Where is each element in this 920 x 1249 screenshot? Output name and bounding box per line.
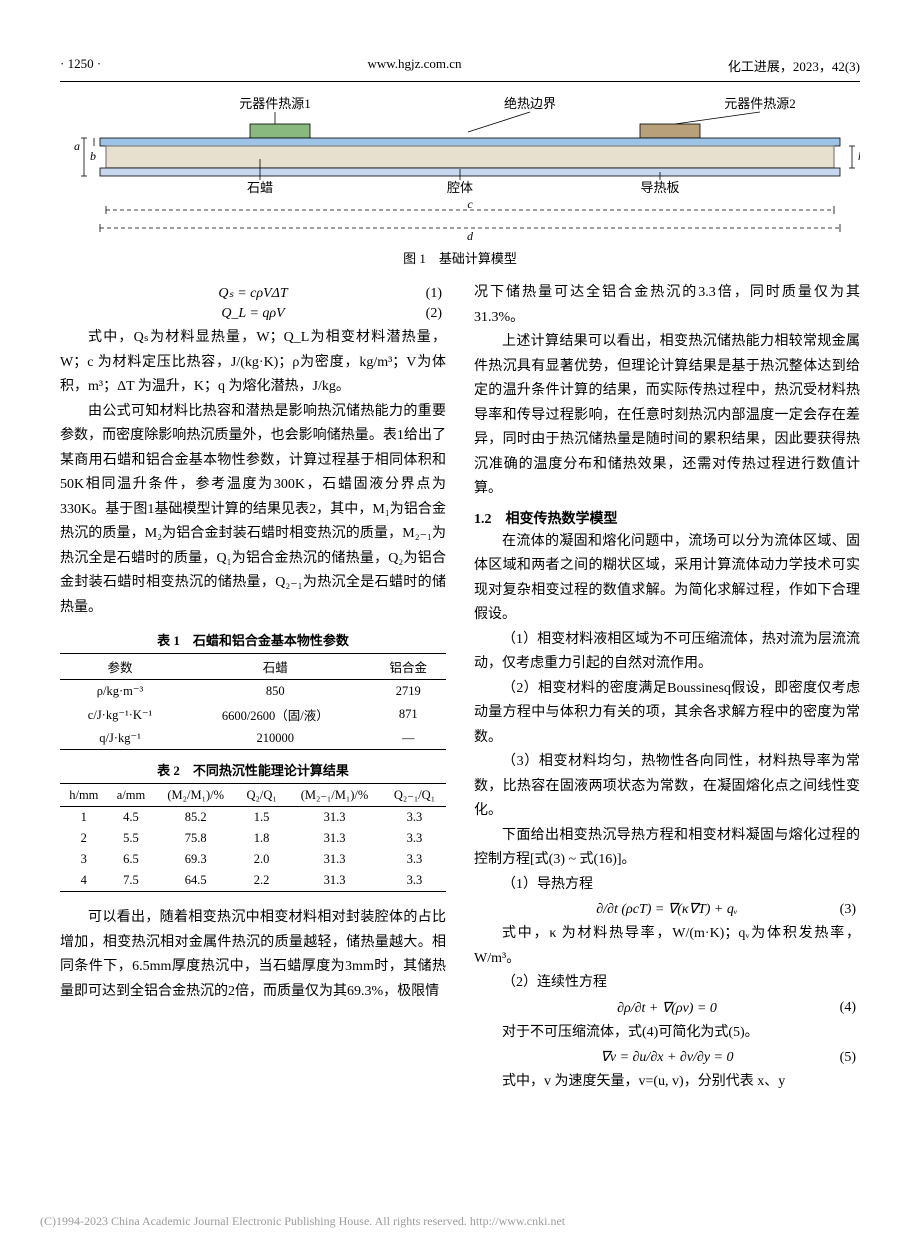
table-cell: 4.5 (108, 807, 155, 829)
table-cell: 1.8 (237, 828, 286, 849)
table-cell: 1.5 (237, 807, 286, 829)
table-cell: 6600/2600（固/液） (180, 702, 371, 727)
table-cell: 7.5 (108, 870, 155, 892)
eq1-num: (1) (426, 286, 442, 302)
table-header: h/mm (60, 784, 108, 807)
table-cell: c/J·kg⁻¹·K⁻¹ (60, 702, 180, 727)
table-cell: 5.5 (108, 828, 155, 849)
left-para-2: 由公式可知材料比热容和潜热是影响热沉储热能力的重要参数，而密度除影响热沉质量外，… (60, 400, 446, 621)
svg-text:腔体: 腔体 (447, 180, 473, 195)
right-para-2: 上述计算结果可以看出，相变热沉储热能力相较常规金属件热沉具有显著优势，但理论计算… (474, 330, 860, 502)
table-2-title: 表 2 不同热沉性能理论计算结果 (60, 760, 446, 779)
table-cell: 64.5 (154, 870, 237, 892)
right-para-7: 下面给出相变热沉导热方程和相变材料凝固与熔化过程的控制方程[式(3) ~ 式(1… (474, 824, 860, 873)
fig-label-hs2: 元器件热源2 (724, 96, 796, 111)
table-cell: 31.3 (286, 849, 383, 870)
right-para-3: 在流体的凝固和熔化问题中，流场可以分为流体区域、固体区域和两者之间的糊状区域，采… (474, 530, 860, 628)
table-cell: — (371, 727, 446, 750)
eq5-num: (5) (840, 1050, 856, 1066)
equation-5: ∇v = ∂u/∂x + ∂v/∂y = 0 (5) (474, 1049, 860, 1066)
table-cell: 4 (60, 870, 108, 892)
table-header: a/mm (108, 784, 155, 807)
svg-text:c: c (467, 197, 473, 211)
equation-3: ∂/∂t (ρcT) = ∇(κ∇T) + qᵥ (3) (474, 901, 860, 918)
t1-h1: 石蜡 (180, 654, 371, 680)
table-cell: 3.3 (383, 870, 446, 892)
t1-h2: 铝合金 (371, 654, 446, 680)
right-para-1: 况下储热量可达全铝合金热沉的3.3倍，同时质量仅为其31.3%。 (474, 281, 860, 330)
section-1-2-heading: 1.2 相变传热数学模型 (474, 508, 860, 528)
two-column-body: Qₛ = cρVΔT (1) Q_L = qρV (2) 式中，Qₛ为材料显热量… (60, 281, 860, 1095)
table-cell: 2719 (371, 680, 446, 703)
table-1-title: 表 1 石蜡和铝合金基本物性参数 (60, 630, 446, 649)
svg-text:a: a (74, 139, 80, 153)
right-para-5: （2）相变材料的密度满足Boussinesq假设，即密度仅考虑动量方程中与体积力… (474, 677, 860, 751)
table-cell: 850 (180, 680, 371, 703)
table-cell: ρ/kg·m⁻³ (60, 680, 180, 703)
site-url: www.hgjz.com.cn (367, 56, 461, 75)
right-para-8: （1）导热方程 (474, 873, 860, 898)
svg-text:b: b (90, 149, 96, 163)
t1-h0: 参数 (60, 654, 180, 680)
table-cell: 210000 (180, 727, 371, 750)
table-cell: 69.3 (154, 849, 237, 870)
fig-label-adiabatic: 绝热边界 (504, 96, 556, 111)
eq1-body: Qₛ = cρVΔT (218, 285, 287, 302)
table-cell: 31.3 (286, 807, 383, 829)
table-2: h/mma/mm(M₂/M₁)/%Q₂/Q₁(M₂₋₁/M₁)/%Q₂₋₁/Q₁… (60, 783, 446, 892)
table-header: (M₂₋₁/M₁)/% (286, 784, 383, 807)
table-cell: q/J·kg⁻¹ (60, 727, 180, 750)
eq2-body: Q_L = qρV (221, 306, 284, 322)
svg-text:导热板: 导热板 (640, 180, 679, 195)
eq4-body: ∂ρ/∂t + ∇(ρv) = 0 (617, 1000, 717, 1017)
table-cell: 3 (60, 849, 108, 870)
table-cell: 31.3 (286, 870, 383, 892)
table-cell: 3.3 (383, 807, 446, 829)
right-para-12: 式中，v 为速度矢量，v=(u, v)，分别代表 x、y (474, 1070, 860, 1095)
left-para-1: 式中，Qₛ为材料显热量，W；Q_L为相变材料潜热量，W；c 为材料定压比热容，J… (60, 326, 446, 400)
eq3-body: ∂/∂t (ρcT) = ∇(κ∇T) + qᵥ (596, 901, 738, 918)
table-cell: 85.2 (154, 807, 237, 829)
equation-1: Qₛ = cρVΔT (1) (60, 285, 446, 302)
right-para-10: （2）连续性方程 (474, 971, 860, 996)
table-cell: 2.2 (237, 870, 286, 892)
table-cell: 75.8 (154, 828, 237, 849)
left-para-3: 可以看出，随着相变热沉中相变材料相对封装腔体的占比增加，相变热沉相对金属件热沉的… (60, 906, 446, 1004)
svg-text:石蜡: 石蜡 (247, 180, 273, 195)
table-cell: 3.3 (383, 849, 446, 870)
eq5-body: ∇v = ∂u/∂x + ∂v/∂y = 0 (600, 1049, 733, 1066)
svg-text:h: h (858, 149, 860, 163)
svg-text:d: d (467, 229, 474, 243)
table-cell: 31.3 (286, 828, 383, 849)
page-footer: (C)1994-2023 China Academic Journal Elec… (0, 1214, 920, 1229)
page-header: · 1250 · www.hgjz.com.cn 化工进展，2023，42(3) (60, 56, 860, 75)
table-cell: 2 (60, 828, 108, 849)
table-cell: 871 (371, 702, 446, 727)
table-cell: 1 (60, 807, 108, 829)
right-column: 况下储热量可达全铝合金热沉的3.3倍，同时质量仅为其31.3%。 上述计算结果可… (474, 281, 860, 1095)
eq4-num: (4) (840, 1000, 856, 1016)
table-1: 参数 石蜡 铝合金 ρ/kg·m⁻³8502719 c/J·kg⁻¹·K⁻¹660… (60, 653, 446, 750)
equation-2: Q_L = qρV (2) (60, 306, 446, 322)
table-header: Q₂₋₁/Q₁ (383, 784, 446, 807)
right-para-6: （3）相变材料均匀，热物性各向同性，材料热导率为常数，比热容在固液两项状态为常数… (474, 750, 860, 824)
page-number: · 1250 · (60, 56, 101, 75)
journal-info: 化工进展，2023，42(3) (728, 56, 860, 75)
left-column: Qₛ = cρVΔT (1) Q_L = qρV (2) 式中，Qₛ为材料显热量… (60, 281, 446, 1095)
table-cell: 3.3 (383, 828, 446, 849)
fig-label-hs1: 元器件热源1 (239, 96, 311, 111)
equation-4: ∂ρ/∂t + ∇(ρv) = 0 (4) (474, 1000, 860, 1017)
header-rule (60, 81, 860, 82)
table-header: (M₂/M₁)/% (154, 784, 237, 807)
right-para-4: （1）相变材料液相区域为不可压缩流体，热对流为层流流动，仅考虑重力引起的自然对流… (474, 628, 860, 677)
table-cell: 6.5 (108, 849, 155, 870)
table-header: Q₂/Q₁ (237, 784, 286, 807)
right-para-9: 式中，κ 为材料热导率，W/(m·K)；qᵥ为体积发热率，W/m³。 (474, 922, 860, 971)
eq2-num: (2) (426, 306, 442, 322)
figure-1: 元器件热源1 绝热边界 元器件热源2 石蜡 腔体 导热板 a b h (60, 94, 860, 244)
figure-1-caption: 图 1 基础计算模型 (60, 248, 860, 267)
right-para-11: 对于不可压缩流体，式(4)可简化为式(5)。 (474, 1021, 860, 1046)
table-cell: 2.0 (237, 849, 286, 870)
eq3-num: (3) (840, 902, 856, 918)
